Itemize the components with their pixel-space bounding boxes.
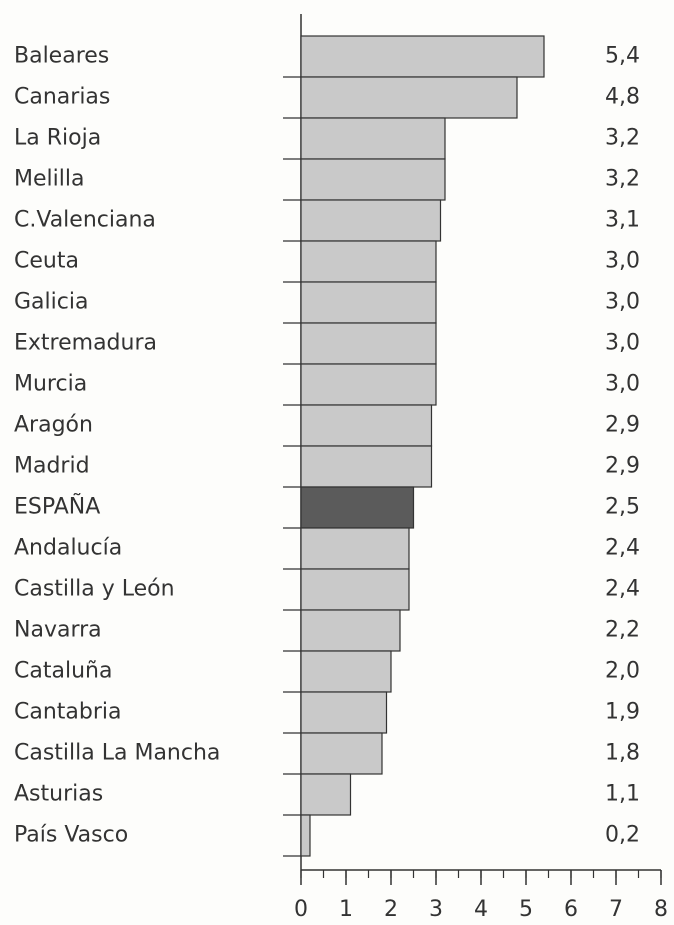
value-label: 2,9 [605, 454, 640, 479]
category-label: Andalucía [14, 536, 122, 561]
value-label: 2,4 [605, 577, 640, 602]
category-label: Murcia [14, 372, 87, 397]
value-label: 3,0 [605, 372, 640, 397]
value-label: 3,1 [605, 208, 640, 233]
value-label: 3,0 [605, 249, 640, 274]
value-label: 2,4 [605, 536, 640, 561]
bar [300, 650, 392, 693]
category-label: Castilla y León [14, 577, 175, 602]
bar [300, 814, 311, 857]
category-label: Melilla [14, 167, 84, 192]
value-label: 3,0 [605, 331, 640, 356]
bar [300, 527, 410, 570]
category-label: Ceuta [14, 249, 79, 274]
x-tick-label: 8 [654, 897, 668, 922]
value-label: 1,9 [605, 700, 640, 725]
category-label: Cantabria [14, 700, 122, 725]
x-tick-label: 7 [609, 897, 623, 922]
value-label: 2,9 [605, 413, 640, 438]
x-tick-label: 5 [519, 897, 533, 922]
bar [300, 76, 518, 119]
value-label: 2,0 [605, 659, 640, 684]
category-label: Madrid [14, 454, 90, 479]
bar [300, 568, 410, 611]
x-tick-label: 0 [294, 897, 308, 922]
category-label: Baleares [14, 44, 109, 69]
bar [300, 609, 401, 652]
value-label: 2,2 [605, 618, 640, 643]
category-label: Aragón [14, 413, 93, 438]
value-label: 3,0 [605, 290, 640, 315]
category-label: Canarias [14, 85, 110, 110]
category-label: Galicia [14, 290, 88, 315]
category-label: C.Valenciana [14, 208, 156, 233]
category-label: Navarra [14, 618, 102, 643]
bar [300, 691, 388, 734]
bar [300, 199, 442, 242]
value-label: 5,4 [605, 44, 640, 69]
category-label: Extremadura [14, 331, 157, 356]
category-label: La Rioja [14, 126, 101, 151]
bar [300, 240, 437, 283]
bar [300, 773, 352, 816]
category-label: Castilla La Mancha [14, 741, 220, 766]
bar [300, 322, 437, 365]
category-label: Asturias [14, 782, 103, 807]
bar [300, 732, 383, 775]
bar [300, 445, 433, 488]
bar [300, 35, 545, 78]
bar [300, 158, 446, 201]
x-tick-label: 6 [564, 897, 578, 922]
value-label: 4,8 [605, 85, 640, 110]
category-label: País Vasco [14, 823, 128, 848]
x-tick-label: 1 [339, 897, 353, 922]
bar [300, 363, 437, 406]
bar [300, 486, 415, 529]
bar [300, 281, 437, 324]
category-label: Cataluña [14, 659, 112, 684]
category-label: ESPAÑA [14, 493, 100, 520]
x-tick-label: 3 [429, 897, 443, 922]
value-label: 3,2 [605, 167, 640, 192]
value-label: 3,2 [605, 126, 640, 151]
value-label: 1,8 [605, 741, 640, 766]
value-label: 1,1 [605, 782, 640, 807]
x-tick-label: 2 [384, 897, 398, 922]
bar [300, 404, 433, 447]
bar [300, 117, 446, 160]
x-tick-label: 4 [474, 897, 488, 922]
value-label: 0,2 [605, 823, 640, 848]
value-label: 2,5 [605, 495, 640, 520]
